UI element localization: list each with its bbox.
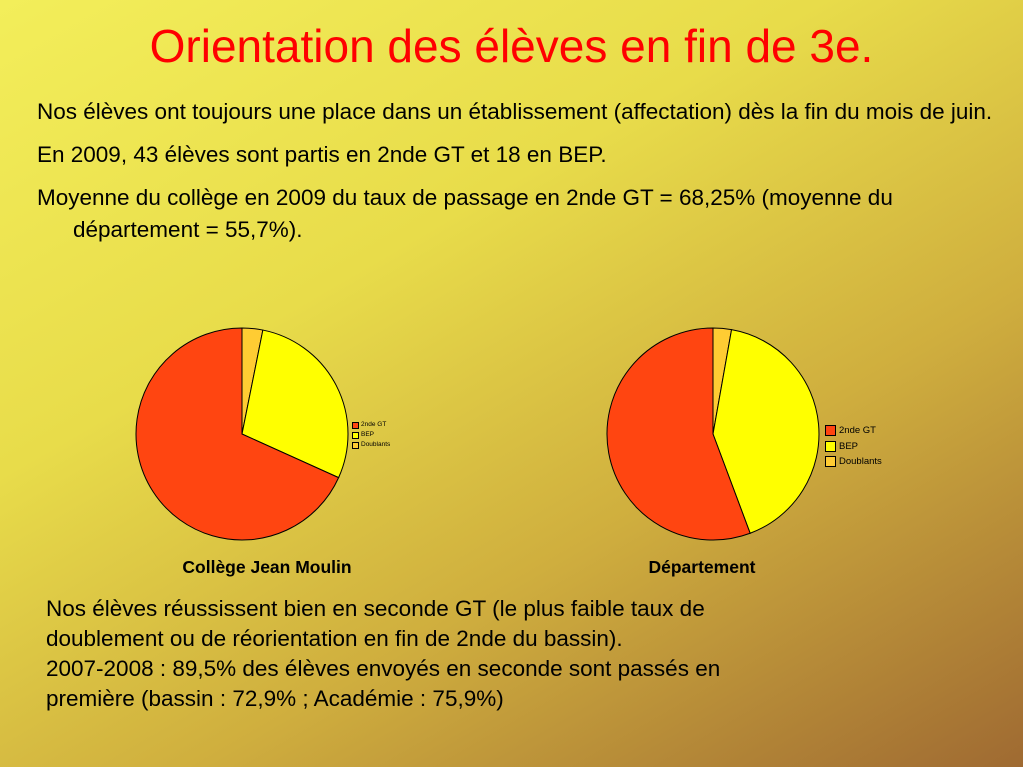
legend-swatch <box>825 440 836 452</box>
pie-slice-2nde-gt <box>135 327 340 541</box>
legend-item-doublants: Doublants <box>825 454 882 470</box>
legend-label: Doublants <box>361 441 391 448</box>
legend-swatch <box>352 421 359 429</box>
legend-label: BEP <box>361 431 375 438</box>
legend-item-2nde-gt: 2nde GT <box>825 423 882 439</box>
legend-label: Doublants <box>839 456 882 467</box>
caption-departement: Département <box>648 557 756 577</box>
bullet-taux-passage: Moyenne du collège en 2009 du taux de pa… <box>37 185 893 242</box>
footer-line: doublement ou de réorientation en fin de… <box>46 626 623 651</box>
bullet-list: Nos élèves ont toujours une place dans u… <box>37 96 997 257</box>
bullet-departs-2009: En 2009, 43 élèves sont partis en 2nde G… <box>37 142 607 167</box>
pie-slice-bep <box>712 329 820 534</box>
slide-title: Orientation des élèves en fin de 3e. <box>149 20 874 72</box>
pie-chart-departement: 2nde GT BEP Doublants <box>603 322 963 542</box>
footer-line: Nos élèves réussissent bien en seconde G… <box>46 596 705 621</box>
pie-svg <box>606 327 820 541</box>
pie-slice-bep <box>241 329 349 479</box>
pie-legend: 2nde GT BEP Doublants <box>825 423 882 470</box>
legend-swatch <box>352 431 359 439</box>
legend-label: 2nde GT <box>361 421 387 428</box>
legend-swatch <box>352 441 359 449</box>
legend-item-2nde-gt: 2nde GT <box>352 420 390 430</box>
legend-swatch <box>825 456 836 468</box>
legend-item-doublants: Doublants <box>352 440 390 450</box>
legend-label: BEP <box>839 440 859 452</box>
pie-svg <box>135 327 349 541</box>
pie-chart-college: 2nde GT BEP Doublants <box>130 322 490 542</box>
caption-college: Collège Jean Moulin <box>182 557 352 577</box>
pie-slice-2nde-gt <box>606 327 751 541</box>
footer-line: 2007-2008 : 89,5% des élèves envoyés en … <box>46 656 721 681</box>
legend-swatch <box>825 425 836 437</box>
footer-line: première (bassin : 72,9% ; Académie : 75… <box>46 686 504 711</box>
legend-label: 2nde GT <box>839 425 876 436</box>
legend-item-bep: BEP <box>352 430 390 440</box>
legend-item-bep: BEP <box>825 439 882 455</box>
pie-legend: 2nde GT BEP Doublants <box>352 420 390 450</box>
bullet-affectation: Nos élèves ont toujours une place dans u… <box>37 99 993 124</box>
footer-paragraph: Nos élèves réussissent bien en seconde G… <box>46 594 996 714</box>
